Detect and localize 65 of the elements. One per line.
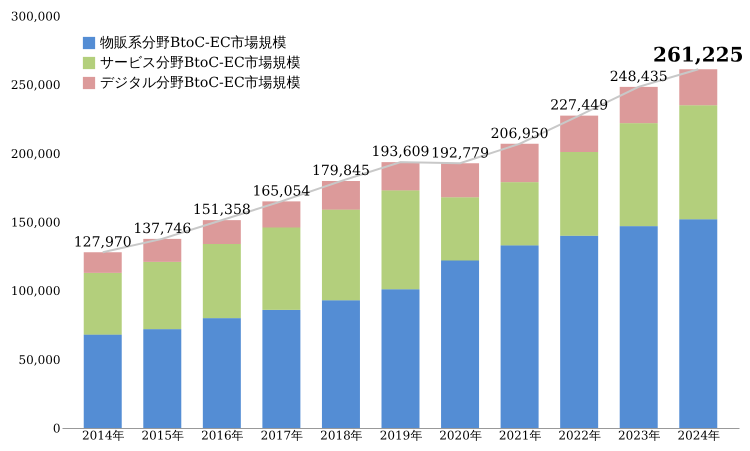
legend-label: 物販系分野BtoC-EC市場規模 <box>100 35 287 51</box>
y-tick-label: 200,000 <box>10 146 60 161</box>
bar <box>679 105 718 220</box>
bar <box>441 197 480 260</box>
bar <box>560 236 598 428</box>
bar <box>620 123 658 226</box>
bar <box>679 219 718 428</box>
x-tick-label: 2015年 <box>142 428 184 442</box>
bar <box>382 162 420 190</box>
legend-label: デジタル分野BtoC-EC市場規模 <box>100 75 301 91</box>
total-label: 261,225 <box>653 42 744 66</box>
bar <box>620 86 658 124</box>
total-label: 192,779 <box>431 145 490 162</box>
bar <box>84 252 122 273</box>
x-tick-label: 2017年 <box>260 428 304 442</box>
total-label: 151,358 <box>192 202 251 218</box>
legend-label: サービス分野BtoC-EC市場規模 <box>100 55 301 71</box>
bar <box>560 116 598 152</box>
bar <box>441 260 480 428</box>
bar <box>382 289 420 428</box>
bar <box>322 181 360 210</box>
x-tick-label: 2023年 <box>618 428 660 442</box>
x-tick-label: 2021年 <box>498 428 542 442</box>
bar <box>382 190 420 290</box>
total-label: 227,449 <box>550 98 608 114</box>
bar <box>322 210 360 300</box>
bar <box>262 227 300 310</box>
bar <box>679 69 718 106</box>
x-tick-label: 2019年 <box>380 428 422 442</box>
y-tick-label: 250,000 <box>10 78 60 92</box>
total-label: 193,609 <box>372 144 430 160</box>
bar <box>202 244 241 318</box>
bar <box>262 310 300 428</box>
x-tick-label: 2018年 <box>320 428 363 442</box>
bar <box>441 163 480 198</box>
y-tick-label: 0 <box>52 422 60 436</box>
total-label: 137,746 <box>133 220 192 237</box>
bar <box>202 220 241 244</box>
y-tick-label: 50,000 <box>18 352 60 367</box>
x-tick-label: 2016年 <box>201 428 244 442</box>
x-tick-label: 2024年 <box>677 428 720 442</box>
bar <box>500 144 539 182</box>
x-tick-label: 2022年 <box>558 428 601 442</box>
total-label: 206,950 <box>490 126 549 142</box>
total-label: 179,845 <box>312 163 370 180</box>
bar <box>500 182 539 246</box>
total-label: 165,054 <box>252 183 310 200</box>
x-tick-label: 2014年 <box>82 428 125 442</box>
bar <box>84 272 122 335</box>
bar <box>262 201 300 228</box>
y-tick-label: 300,000 <box>10 10 60 24</box>
bar <box>143 262 182 330</box>
bar <box>202 318 241 428</box>
total-label: 127,970 <box>74 234 132 250</box>
y-tick-label: 150,000 <box>10 216 60 230</box>
bar <box>143 329 182 428</box>
bar <box>143 238 182 262</box>
x-tick-label: 2020年 <box>439 428 482 442</box>
bar <box>560 152 598 236</box>
bar <box>620 226 658 428</box>
bar <box>500 245 539 428</box>
bar <box>84 334 122 428</box>
total-label: 248,435 <box>610 68 668 85</box>
y-tick-label: 100,000 <box>10 284 60 298</box>
bar <box>322 300 360 428</box>
